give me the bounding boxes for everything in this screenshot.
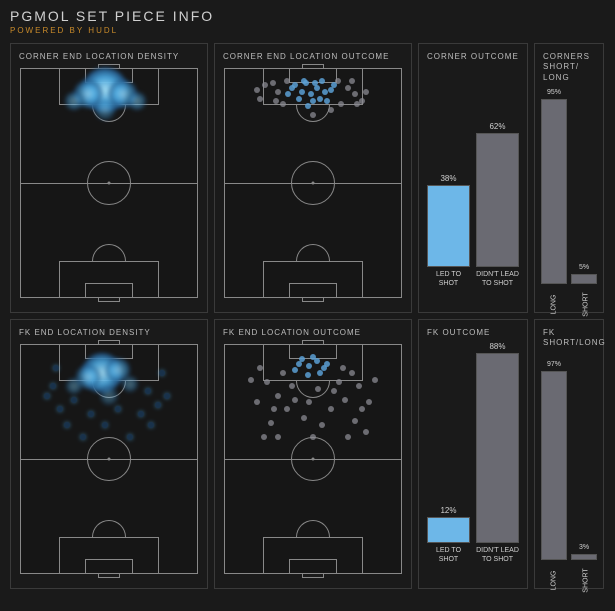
panel-title: FK END LOCATION DENSITY bbox=[19, 328, 199, 338]
page-subtitle: POWERED BY HUDL bbox=[10, 26, 605, 35]
panel-fk-short-long: FK SHORT/LONG 97%LONG3%SHORT bbox=[534, 319, 604, 589]
panel-corner-density: CORNER END LOCATION DENSITY bbox=[10, 43, 208, 313]
bar-didn-t-lead-to-shot: 88%DIDN'T LEAD TO SHOT bbox=[476, 348, 519, 564]
bar-long: 95%LONG bbox=[541, 89, 567, 284]
pitch bbox=[20, 68, 198, 298]
bar-chart: 12%LED TO SHOT88%DIDN'T LEAD TO SHOT bbox=[427, 348, 519, 564]
bar-chart: 97%LONG3%SHORT bbox=[541, 365, 597, 560]
panel-corner-outcome-pitch: CORNER END LOCATION OUTCOME bbox=[214, 43, 412, 313]
pitch bbox=[224, 68, 402, 298]
panel-title: CORNER END LOCATION DENSITY bbox=[19, 52, 199, 62]
scatter-layer bbox=[225, 69, 401, 297]
panel-fk-outcome-pitch: FK END LOCATION OUTCOME bbox=[214, 319, 412, 589]
pitch bbox=[20, 344, 198, 574]
panel-title: CORNER OUTCOME bbox=[427, 52, 519, 62]
header: PGMOL SET PIECE INFO POWERED BY HUDL bbox=[10, 8, 605, 35]
heatmap-layer bbox=[21, 69, 197, 297]
panel-title: CORNERS SHORT/ LONG bbox=[543, 52, 595, 83]
panel-title: FK SHORT/LONG bbox=[543, 328, 595, 349]
row-fk: FK END LOCATION DENSITY FK END LOCATION … bbox=[10, 319, 605, 589]
panel-corner-short-long: CORNERS SHORT/ LONG 95%LONG5%SHORT bbox=[534, 43, 604, 313]
bar-chart: 95%LONG5%SHORT bbox=[541, 89, 597, 284]
row-corners: CORNER END LOCATION DENSITY CORNER END L… bbox=[10, 43, 605, 313]
bar-short: 5%SHORT bbox=[571, 89, 597, 284]
heatmap-layer bbox=[21, 345, 197, 573]
bar-chart: 38%LED TO SHOT62%DIDN'T LEAD TO SHOT bbox=[427, 72, 519, 288]
panel-corner-outcome-bar: CORNER OUTCOME 38%LED TO SHOT62%DIDN'T L… bbox=[418, 43, 528, 313]
pitch bbox=[224, 344, 402, 574]
page-title: PGMOL SET PIECE INFO bbox=[10, 8, 605, 24]
panel-fk-outcome-bar: FK OUTCOME 12%LED TO SHOT88%DIDN'T LEAD … bbox=[418, 319, 528, 589]
bar-long: 97%LONG bbox=[541, 365, 567, 560]
scatter-layer bbox=[225, 345, 401, 573]
bar-short: 3%SHORT bbox=[571, 365, 597, 560]
dashboard: PGMOL SET PIECE INFO POWERED BY HUDL COR… bbox=[0, 0, 615, 603]
panel-title: FK END LOCATION OUTCOME bbox=[223, 328, 403, 338]
bar-didn-t-lead-to-shot: 62%DIDN'T LEAD TO SHOT bbox=[476, 72, 519, 288]
panel-title: FK OUTCOME bbox=[427, 328, 519, 338]
bar-led-to-shot: 12%LED TO SHOT bbox=[427, 348, 470, 564]
panel-title: CORNER END LOCATION OUTCOME bbox=[223, 52, 403, 62]
panel-fk-density: FK END LOCATION DENSITY bbox=[10, 319, 208, 589]
bar-led-to-shot: 38%LED TO SHOT bbox=[427, 72, 470, 288]
